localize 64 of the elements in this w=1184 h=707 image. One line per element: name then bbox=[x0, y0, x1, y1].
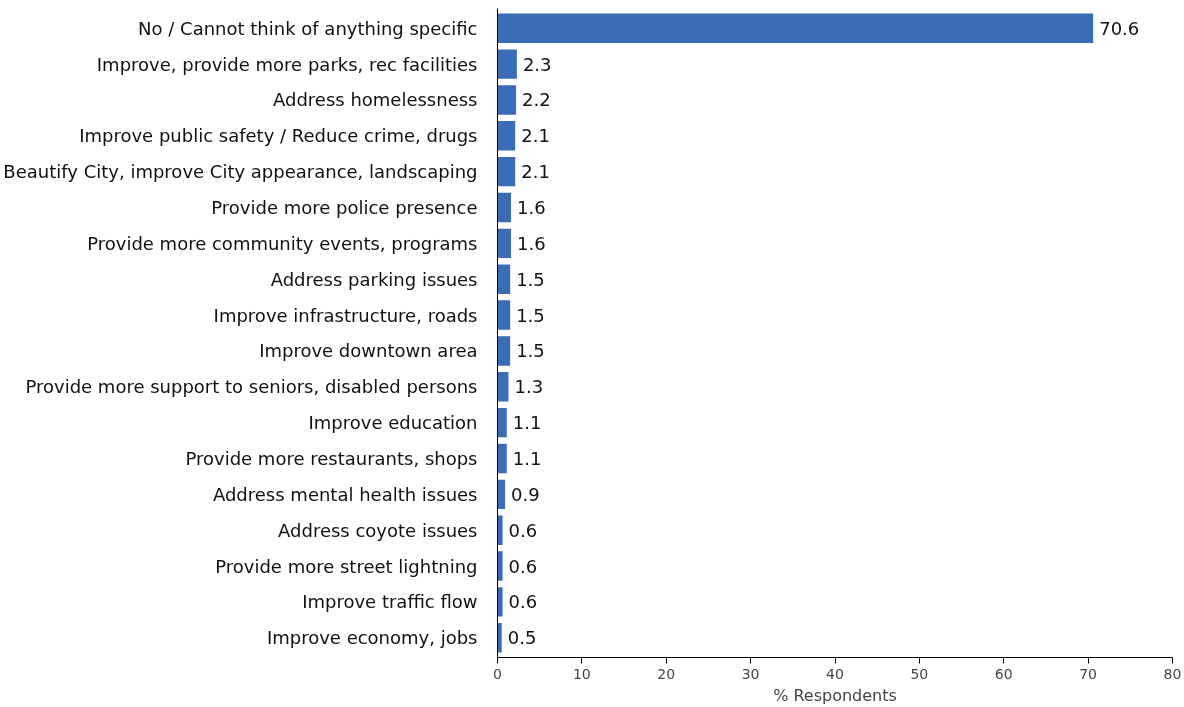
y-tick-label: Improve traffic flow bbox=[302, 591, 478, 613]
bar bbox=[497, 407, 507, 438]
y-tick-label: Improve economy, jobs bbox=[266, 627, 478, 649]
data-label: 1.6 bbox=[517, 232, 546, 254]
bar bbox=[497, 49, 517, 79]
y-tick-label: Improve, provide more parks, rec facilities bbox=[96, 53, 478, 75]
x-tick-label: 70 bbox=[1079, 665, 1098, 682]
bar bbox=[497, 551, 503, 581]
y-tick-label: Address coyote issues bbox=[278, 519, 478, 541]
data-label: 2.2 bbox=[522, 89, 551, 111]
y-tick-label: Beautify City, improve City appearance, landscaping bbox=[3, 161, 478, 183]
data-label: 2.1 bbox=[521, 161, 550, 183]
y-tick-label: Improve public safety / Reduce crime, drugs bbox=[79, 125, 478, 147]
y-tick-label: Provide more restaurants, shops bbox=[185, 448, 478, 469]
data-label: 1.6 bbox=[517, 197, 546, 218]
bar bbox=[497, 192, 511, 223]
y-tick-label: Provide more support to seniors, disabled persons bbox=[25, 376, 478, 398]
bar bbox=[497, 85, 517, 115]
bar bbox=[497, 587, 503, 617]
bar bbox=[497, 13, 1094, 43]
x-tick-label: 0 bbox=[493, 665, 502, 682]
data-label: 1.5 bbox=[516, 340, 545, 362]
data-label: 0.6 bbox=[508, 555, 538, 577]
bar bbox=[497, 300, 511, 330]
x-axis-title: % Respondents bbox=[773, 685, 897, 705]
data-label: 2.3 bbox=[522, 53, 552, 75]
x-tick-label: 50 bbox=[910, 665, 929, 682]
y-tick-label: Address mental health issues bbox=[212, 483, 478, 505]
y-tick-label: Improve education bbox=[308, 412, 478, 434]
x-tick-label: 30 bbox=[741, 665, 760, 682]
bar bbox=[497, 228, 511, 259]
data-label: 1.5 bbox=[516, 268, 545, 290]
y-tick-label: Address homelessness bbox=[273, 89, 478, 111]
y-tick-label: Provide more police presence bbox=[211, 197, 478, 218]
data-label: 70.6 bbox=[1099, 17, 1140, 39]
data-label: 2.1 bbox=[521, 125, 550, 147]
y-tick-label: Address parking issues bbox=[270, 268, 478, 290]
x-tick-label: 10 bbox=[572, 665, 591, 682]
x-tick-label: 60 bbox=[994, 665, 1013, 682]
y-tick-label: No / Cannot think of anything specific bbox=[138, 17, 478, 39]
y-tick-label: Provide more street lightning bbox=[215, 555, 478, 577]
data-label: 0.5 bbox=[507, 627, 537, 649]
bar bbox=[497, 156, 516, 187]
x-tick-label: 80 bbox=[1163, 665, 1182, 682]
data-label: 0.9 bbox=[511, 483, 540, 505]
bar bbox=[497, 121, 516, 151]
bar bbox=[497, 479, 506, 510]
data-label: 1.3 bbox=[514, 376, 544, 398]
bar bbox=[497, 623, 502, 653]
y-tick-label: Improve infrastructure, roads bbox=[213, 304, 478, 326]
y-tick-label: Provide more community events, programs bbox=[87, 232, 478, 254]
data-label: 1.5 bbox=[516, 304, 545, 326]
y-tick-label: Improve downtown area bbox=[259, 340, 478, 362]
bar bbox=[497, 372, 509, 402]
data-label: 1.1 bbox=[512, 448, 542, 469]
x-tick-label: 20 bbox=[657, 665, 676, 682]
bar bbox=[497, 515, 503, 545]
bar bbox=[497, 443, 507, 474]
data-label: 0.6 bbox=[508, 519, 538, 541]
bar bbox=[497, 264, 511, 294]
x-tick-label: 40 bbox=[826, 665, 844, 682]
data-label: 0.6 bbox=[508, 591, 538, 613]
data-label: 1.1 bbox=[512, 412, 542, 434]
bar bbox=[497, 336, 511, 366]
